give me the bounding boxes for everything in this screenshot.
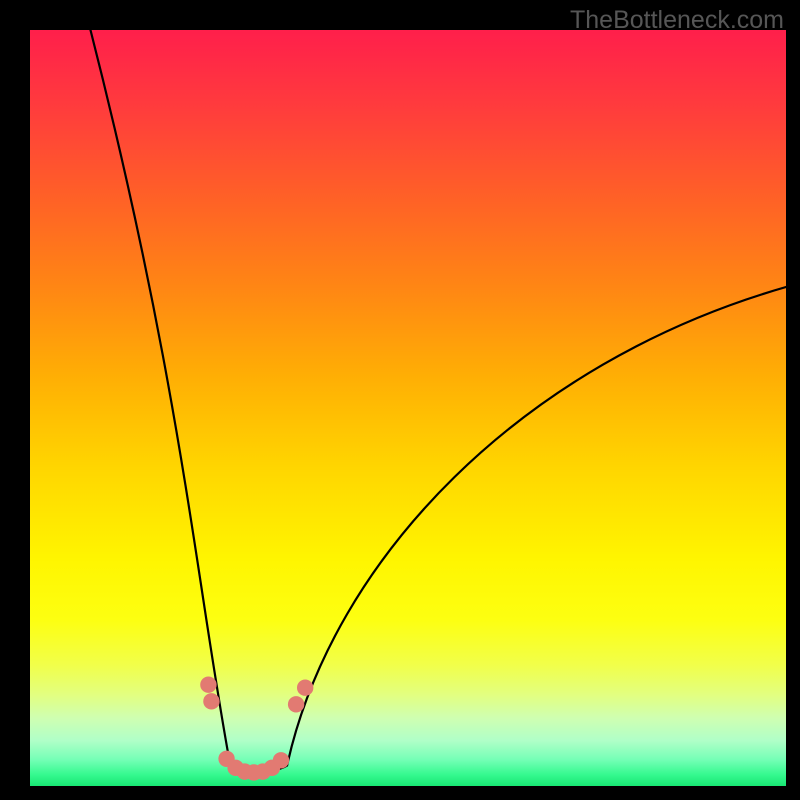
data-marker xyxy=(203,693,219,709)
bottleneck-chart xyxy=(30,30,786,786)
plot-area xyxy=(30,30,786,786)
watermark-text: TheBottleneck.com xyxy=(570,6,784,35)
gradient-background xyxy=(30,30,786,786)
data-marker xyxy=(273,752,289,768)
data-marker xyxy=(297,680,313,696)
data-marker xyxy=(200,676,216,692)
data-marker xyxy=(288,696,304,712)
